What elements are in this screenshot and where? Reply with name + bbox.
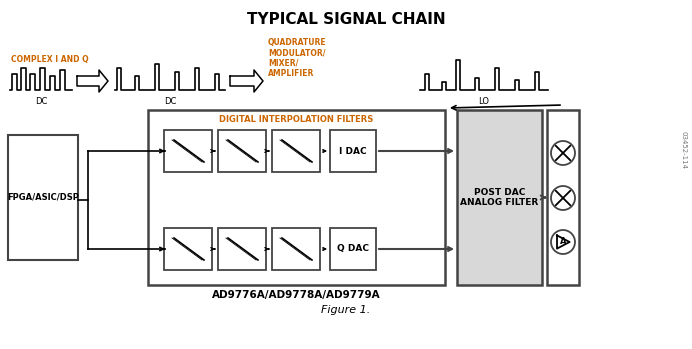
Bar [218,130,266,172]
Text: A: A [560,238,566,246]
Bar [457,110,542,285]
Text: DC: DC [164,97,176,106]
Text: FPGA/ASIC/DSP: FPGA/ASIC/DSP [7,193,79,202]
Bar [272,130,320,172]
Text: DC: DC [35,97,47,106]
Text: 03452-114: 03452-114 [680,131,686,169]
Bar [148,110,445,285]
Text: LO: LO [478,97,489,106]
Text: AD9776A/AD9778A/AD9779A: AD9776A/AD9778A/AD9779A [212,290,381,300]
Text: I DAC: I DAC [339,147,367,156]
Text: COMPLEX I AND Q: COMPLEX I AND Q [11,55,89,64]
Bar [8,135,78,260]
Bar [330,228,376,270]
Text: TYPICAL SIGNAL CHAIN: TYPICAL SIGNAL CHAIN [246,12,446,27]
Bar [164,228,212,270]
Bar [547,110,579,285]
Bar [218,228,266,270]
Text: Q DAC: Q DAC [337,245,369,253]
Bar [164,130,212,172]
Text: POST DAC
ANALOG FILTER: POST DAC ANALOG FILTER [460,188,538,207]
Text: DIGITAL INTERPOLATION FILTERS: DIGITAL INTERPOLATION FILTERS [219,115,374,124]
Text: Figure 1.: Figure 1. [321,305,371,315]
Bar [272,228,320,270]
Bar [330,130,376,172]
Text: QUADRATURE
MODULATOR/
MIXER/
AMPLIFIER: QUADRATURE MODULATOR/ MIXER/ AMPLIFIER [268,38,327,78]
